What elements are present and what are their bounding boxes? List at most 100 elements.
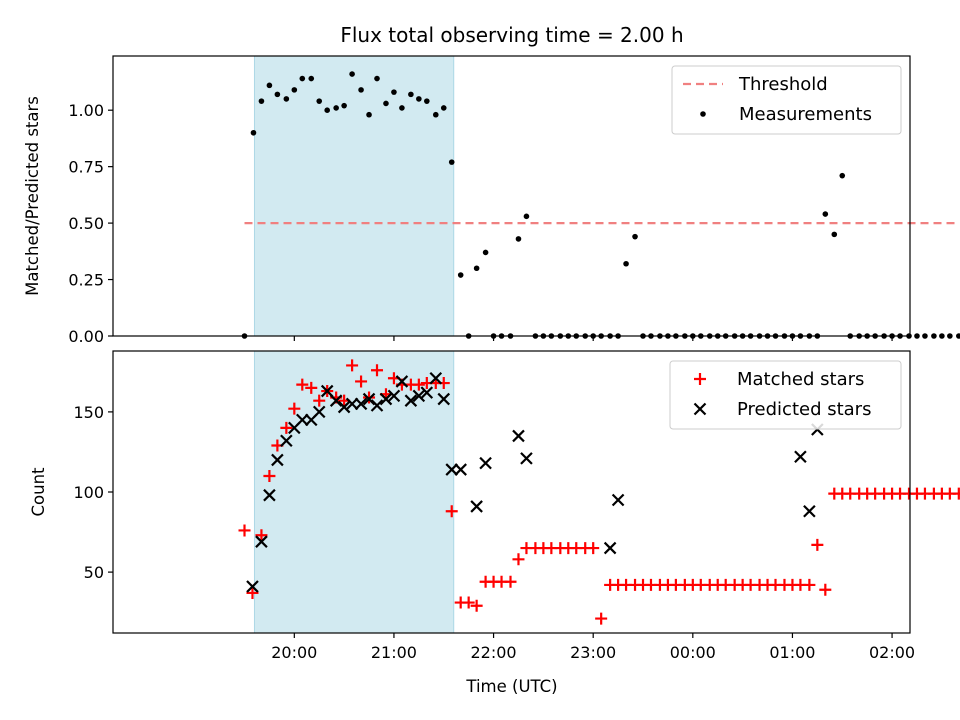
matched-star-point — [811, 538, 824, 551]
measurement-point — [274, 91, 281, 98]
measurement-point — [831, 231, 838, 238]
measurement-point — [473, 265, 480, 272]
y-tick-label: 0.25 — [68, 271, 104, 290]
predicted-star-point — [470, 500, 483, 513]
predicted-star-point — [404, 394, 418, 407]
legend-frame — [669, 360, 902, 430]
measurement-point — [416, 96, 422, 102]
y-tick-label: 0.50 — [68, 214, 104, 233]
measurement-point — [939, 333, 945, 339]
matched-star-point — [412, 378, 425, 391]
measurement-point — [956, 333, 960, 339]
predicted-star-point — [387, 389, 401, 403]
y-tick-label: 0.00 — [68, 327, 104, 346]
y-tick-label: 100 — [73, 483, 104, 502]
shaded-window — [253, 55, 455, 337]
matched-star-point — [255, 529, 268, 542]
legend-swatch-predicted — [693, 402, 707, 416]
matched-star-point — [462, 596, 475, 609]
matched-star-point — [445, 505, 458, 518]
predicted-star-point — [395, 375, 409, 388]
matched-star-point — [305, 381, 318, 394]
predicted-star-point — [329, 394, 343, 407]
matched-star-point — [952, 487, 960, 500]
measurement-point — [448, 159, 455, 165]
measurement-point — [391, 89, 397, 95]
predicted-star-point — [603, 541, 617, 555]
predicted-star-point — [255, 535, 268, 548]
matched-star-point — [595, 612, 608, 625]
measurement-point — [349, 71, 355, 77]
matched-star-point — [371, 364, 384, 377]
predicted-star-point — [271, 453, 284, 467]
measurement-point — [839, 172, 846, 179]
predicted-star-point — [611, 493, 625, 507]
y-axis-label: Matched/Predicted stars — [23, 96, 42, 296]
predicted-star-point — [794, 450, 807, 464]
measurement-point — [822, 211, 829, 217]
measurement-point — [482, 249, 489, 256]
predicted-star-point — [479, 456, 492, 470]
predicted-star-point — [246, 580, 259, 593]
predicted-star-point — [320, 384, 334, 398]
measurement-point — [333, 105, 339, 111]
x-tick-label: 23:00 — [570, 643, 616, 662]
measurement-point — [523, 213, 530, 220]
x-tick-label: 20:00 — [271, 643, 317, 662]
matched-star-point — [313, 394, 326, 407]
x-axis-label: Time (UTC) — [465, 677, 557, 696]
matched-star-point — [238, 524, 251, 537]
predicted-star-point — [312, 405, 326, 419]
matched-star-point — [587, 542, 600, 555]
plot-frame — [112, 55, 911, 337]
legend: Threshold Measurements — [671, 65, 902, 135]
x-tick-label: 22:00 — [471, 643, 517, 662]
y-tick-label: 50 — [84, 563, 104, 582]
predicted-star-point — [437, 392, 451, 406]
measurement-point — [457, 272, 464, 278]
top-panel: 0.00 0.25 0.50 0.75 1.00 Matched/Predicted s… — [23, 55, 960, 346]
predicted-star-point — [370, 399, 384, 412]
measurement-point — [922, 333, 928, 339]
predicted-star-point — [337, 400, 351, 414]
measurement-point — [283, 96, 290, 102]
matched-star-point — [470, 599, 483, 612]
matched-star-point — [512, 553, 525, 566]
matched-star-point — [346, 359, 359, 372]
measurement-point — [947, 333, 953, 339]
predicted-star-point — [420, 386, 434, 399]
measurement-point — [258, 98, 265, 104]
predicted-star-point — [803, 504, 816, 518]
predicted-star-point — [520, 452, 533, 465]
matched-star-point — [355, 375, 368, 388]
legend: Matched stars Predicted stars — [669, 360, 902, 430]
measurement-point — [374, 75, 380, 82]
matched-star-point — [803, 578, 816, 591]
x-tick-label: 01:00 — [769, 643, 815, 662]
predicted-star-point — [445, 463, 459, 476]
measurement-point — [366, 111, 372, 118]
measurement-point — [250, 129, 257, 136]
matched-star-point — [363, 391, 376, 404]
y-tick-label: 1.00 — [68, 101, 104, 120]
y-tick-label: 150 — [73, 403, 104, 422]
measurement-point — [358, 87, 364, 93]
predicted-star-point — [429, 371, 443, 385]
measurement-point — [383, 100, 389, 107]
predicted-star-point — [512, 429, 525, 443]
matched-star-point — [246, 586, 259, 599]
legend-label: Matched stars — [737, 369, 864, 390]
matched-star-point — [288, 402, 301, 415]
measurement-point — [424, 98, 430, 104]
x-tick-label: 21:00 — [371, 643, 417, 662]
matched-star-point — [263, 469, 276, 482]
predicted-star-point — [354, 397, 368, 411]
y-tick-label: 0.75 — [68, 158, 104, 177]
predicted-star-point — [345, 397, 359, 411]
measurement-point — [432, 111, 439, 118]
matched-star-point — [819, 583, 832, 596]
measurement-point — [299, 75, 306, 82]
legend-label: Measurements — [739, 104, 872, 125]
measurement-point — [408, 91, 414, 98]
predicted-star-point — [263, 488, 276, 502]
